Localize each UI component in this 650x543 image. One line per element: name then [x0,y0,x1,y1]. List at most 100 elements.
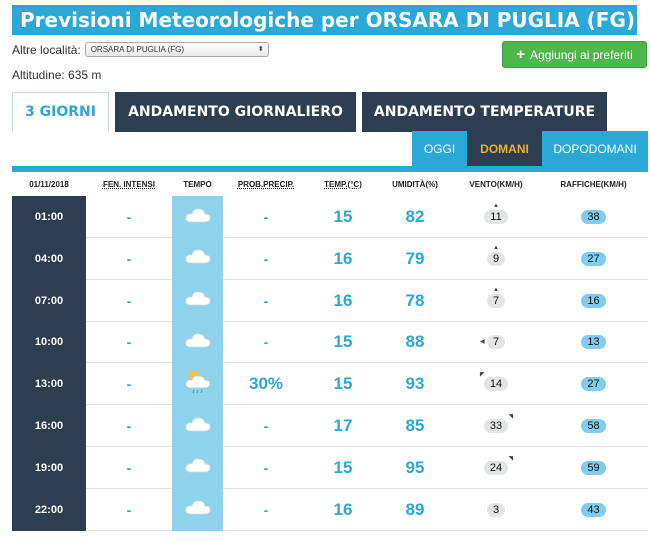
wind-badge: 7 ▲ [486,287,506,308]
cloud-icon [184,415,212,438]
row-temperature: 15 [333,207,353,226]
row-fen-intensi: - [126,376,132,393]
table-row: 04:00 - - 16 79 9 ▲ 27 [12,237,648,280]
cloud-icon [184,498,212,521]
row-temperature: 15 [333,374,353,394]
table-row: 22:00 - - 16 89 3 43 [12,488,648,531]
wind-direction-icon: ▲ [493,286,499,293]
cloud-icon [184,206,212,229]
row-weather-cell [172,363,223,406]
row-humidity: 95 [405,457,425,477]
row-humidity: 88 [405,332,425,352]
row-gusts-cell: 59 [539,447,648,489]
row-temperature: 16 [333,248,353,268]
row-wind-cell: 3 [453,489,539,531]
row-humidity: 89 [405,499,425,519]
row-time: 01:00 [12,196,86,238]
tab-andamento-temperature[interactable]: ANDAMENTO TEMPERATURE [362,92,607,132]
table-row: 07:00 - - 16 78 7 ▲ 16 [12,279,648,322]
row-gusts-cell: 27 [539,363,648,405]
row-humidity: 85 [405,416,425,435]
table-row: 10:00- -15 88 7 ◀ 13 [12,321,648,364]
row-fen-intensi: - [126,418,132,434]
row-weather-cell [172,405,223,447]
cloud-icon [184,331,212,354]
header-umidita: UMIDITÀ(%) [392,180,438,189]
row-humidity: 79 [405,248,425,268]
row-weather-cell [172,488,223,531]
header-vento: VENTO(KM/H) [469,180,523,189]
gust-badge: 13 [581,335,606,350]
wind-speed: 33 [489,420,503,432]
header-raffiche: RAFFICHE(KM/H) [560,180,627,189]
location-select-value: ORSARA DI PUGLIA (FG) [90,45,185,54]
wind-badge: 7 ◀ [480,335,506,350]
row-temperature: 16 [333,499,353,519]
row-time: 07:00 [12,279,86,322]
row-prob-precip: - [263,292,269,309]
gust-badge: 59 [581,460,606,475]
wind-badge: 24 ◥ [483,456,513,475]
location-select[interactable]: ORSARA DI PUGLIA (FG) ⬍ [84,42,269,57]
row-wind-cell: 11 ▲ [453,196,539,238]
cloud-icon [184,289,212,312]
row-gusts-cell: 38 [539,196,648,238]
wind-speed: 7 [492,336,500,349]
wind-speed: 24 [489,461,503,474]
gust-badge: 43 [581,502,606,517]
row-temperature: 17 [333,416,353,435]
table-row: 19:00 - - 15 95 24 ◥ 59 [12,446,648,489]
day-tab-dopodomani[interactable]: DOPODOMANI [542,131,648,166]
row-gusts-cell: 27 [539,238,648,280]
select-arrows-icon: ⬍ [257,46,264,53]
row-prob-precip: - [263,250,269,267]
wind-direction-icon: ◥ [508,414,514,420]
wind-speed: 3 [492,503,500,516]
header-temp[interactable]: TEMP.(°C) [324,180,362,189]
sun-cloud-rain-icon [183,366,213,402]
row-prob-precip: - [263,418,269,434]
wind-badge: 11 ▲ [484,203,508,224]
wind-direction-icon: ◤ [479,372,485,379]
cloud-icon [184,247,212,270]
header-prob-precip[interactable]: PROB.PRECIP. [237,180,295,189]
row-wind-cell: 33 ◥ [453,405,539,447]
gust-badge: 58 [581,419,606,433]
add-favorite-label: Aggiungi ai preferiti [530,47,633,62]
row-temperature: 16 [333,290,353,310]
day-tab-oggi[interactable]: OGGI [412,131,467,166]
row-fen-intensi: - [126,334,132,351]
row-time: 04:00 [12,237,86,280]
row-humidity: 78 [405,290,425,310]
row-time: 16:00 [12,405,86,447]
wind-badge: 9 ▲ [486,245,506,266]
tab-3-giorni[interactable]: 3 GIORNI [12,92,109,132]
wind-speed: 7 [492,294,500,307]
header-fen-intensi[interactable]: FEN. INTENSI [102,180,155,189]
day-tab-domani[interactable]: DOMANI [467,131,542,166]
location-label: Altre località: [12,42,81,57]
header-tempo: TEMPO [183,180,212,189]
row-time: 19:00 [12,446,86,489]
table-row: 01:00 - - 15 82 11 ▲ 38 [12,196,648,238]
row-time: 22:00 [12,488,86,531]
table-top-bar [12,166,648,172]
gust-badge: 27 [581,377,606,392]
row-prob-precip: 30% [248,374,284,394]
cloud-icon [184,456,212,479]
wind-speed: 14 [489,378,503,391]
row-humidity: 82 [405,207,425,226]
wind-direction-icon: ◀ [479,339,485,346]
row-wind-cell: 24 ◥ [453,447,539,489]
row-gusts-cell: 58 [539,405,648,447]
row-gusts-cell: 16 [539,280,648,322]
wind-speed: 9 [492,252,500,265]
row-wind-cell: 7 ▲ [453,280,539,322]
tab-andamento-giornaliero[interactable]: ANDAMENTO GIORNALIERO [115,92,356,132]
add-favorite-button[interactable]: + Aggiungi ai preferiti [502,41,647,68]
page-title: Previsioni Meteorologiche per ORSARA DI … [12,5,637,35]
row-weather-cell [172,237,223,280]
gust-badge: 16 [581,293,606,308]
row-temperature: 15 [333,332,353,352]
plus-icon: + [516,46,526,63]
